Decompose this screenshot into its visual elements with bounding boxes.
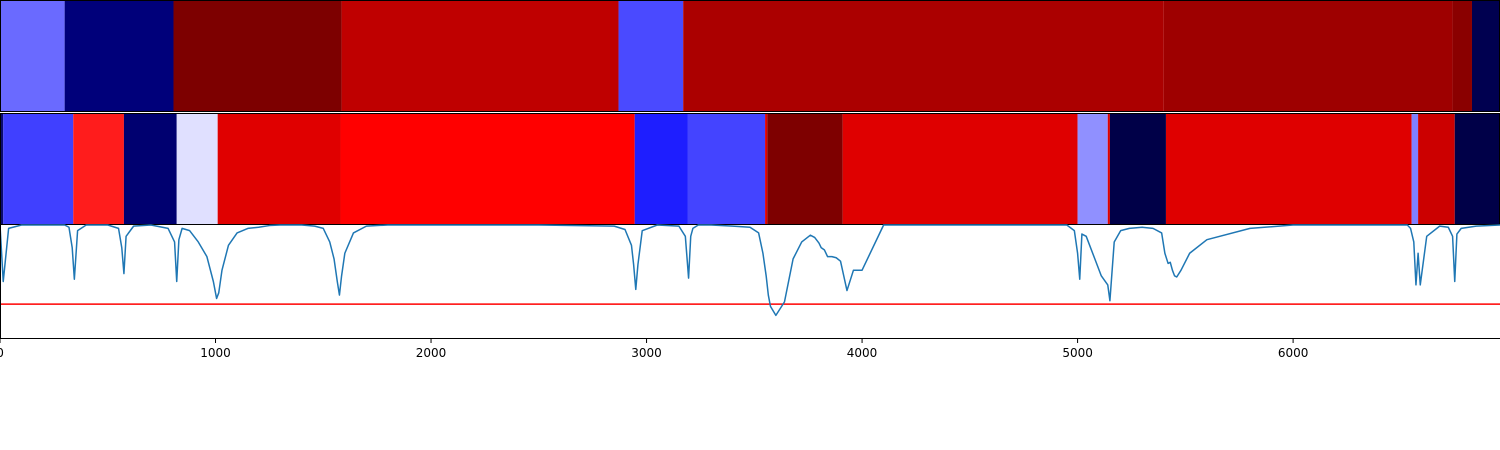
x-tick-label-1: 1000 — [200, 346, 231, 360]
middle-track-segment-15 — [1165, 113, 1412, 225]
middle-track-segment-6 — [340, 113, 635, 225]
middle-track-segment-16 — [1411, 113, 1419, 225]
middle-track-segment-10 — [767, 113, 843, 225]
middle-track-segment-18 — [1454, 113, 1500, 225]
middle-track-segment-8 — [687, 113, 766, 225]
middle-track-segment-3 — [123, 113, 177, 225]
top-track-segment-7 — [1452, 0, 1472, 112]
middle-track-segment-5 — [217, 113, 341, 225]
middle-track-segment-11 — [842, 113, 1078, 225]
middle-track-segment-0 — [0, 113, 4, 225]
x-axis: 0 1000 2000 3000 4000 5000 6000 — [0, 339, 1308, 360]
middle-track-segment-2 — [73, 113, 124, 225]
middle-track-segment-9 — [765, 113, 768, 225]
top-track-segment-5 — [683, 0, 1164, 112]
middle-track-segment-7 — [634, 113, 688, 225]
line-plot-track — [0, 224, 1500, 339]
series-line — [0, 224, 1500, 317]
middle-track-segment-14 — [1109, 113, 1166, 225]
x-tick-label-4: 4000 — [847, 346, 878, 360]
middle-track-segment-4 — [176, 113, 218, 225]
top-heatmap-track — [0, 0, 1500, 112]
x-tick-label-2: 2000 — [416, 346, 447, 360]
top-track-segment-3 — [341, 0, 619, 112]
middle-heatmap-track — [0, 113, 1500, 225]
top-track-segment-1 — [64, 0, 174, 112]
x-tick-label-3: 3000 — [631, 346, 662, 360]
middle-track-segment-17 — [1418, 113, 1455, 225]
x-tick-label-5: 5000 — [1062, 346, 1093, 360]
top-track-segment-0 — [0, 0, 65, 112]
top-track-segment-8 — [1471, 0, 1500, 112]
middle-track-segment-12 — [1077, 113, 1108, 225]
x-tick-label-6: 6000 — [1278, 346, 1309, 360]
middle-track-segment-1 — [3, 113, 74, 225]
top-track-segment-2 — [173, 0, 342, 112]
top-track-segment-4 — [618, 0, 684, 112]
top-track-segment-6 — [1163, 0, 1453, 112]
middle-track-segment-13 — [1107, 113, 1110, 225]
x-tick-label-0: 0 — [0, 346, 4, 360]
